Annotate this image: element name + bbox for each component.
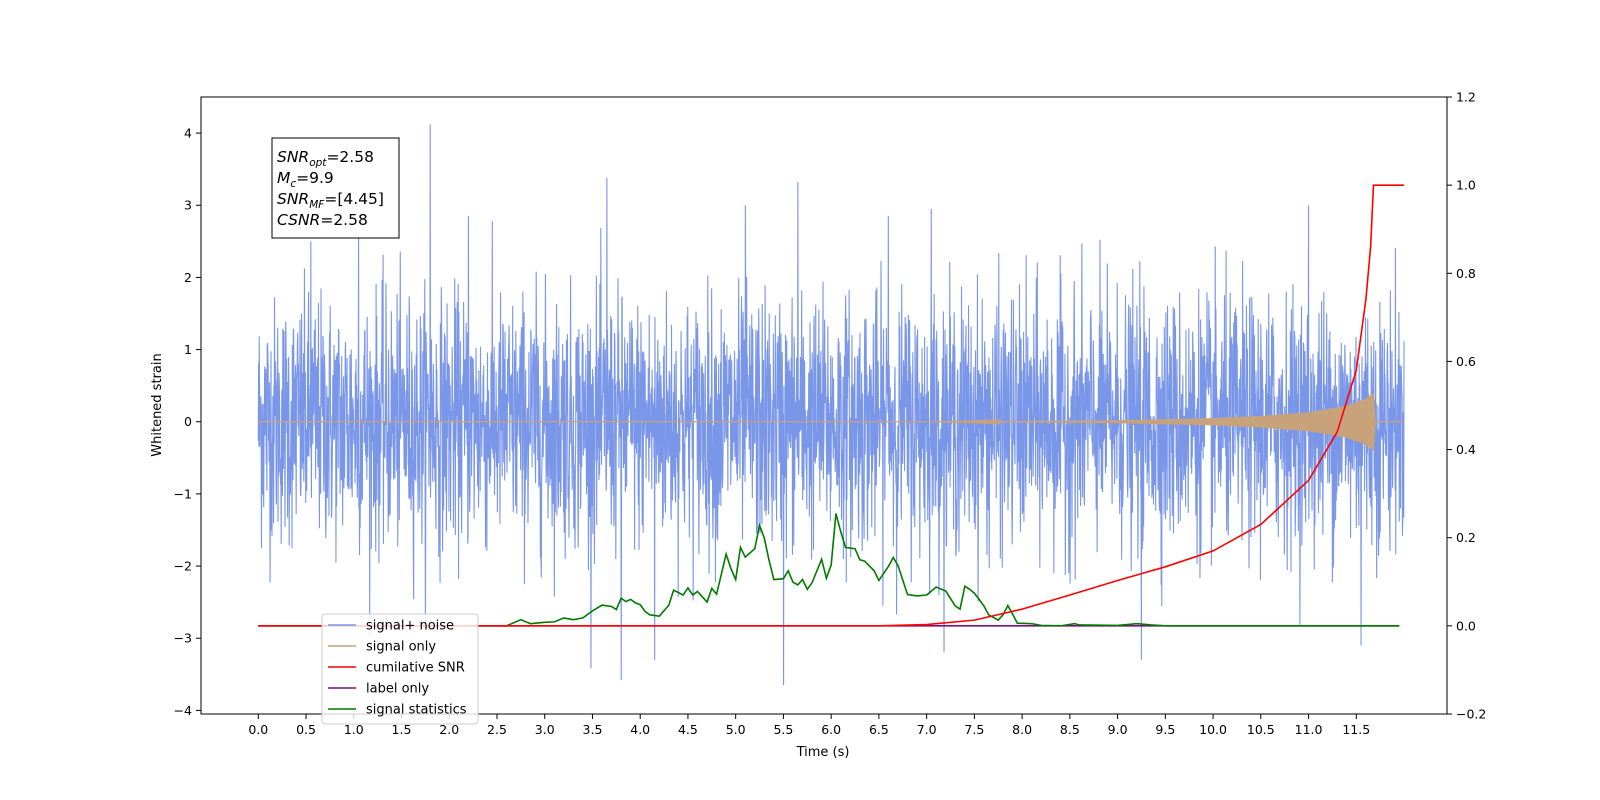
annotation-value: =[4.45] [324,190,384,208]
x-axis: 0.0 0.5 1.0 1.5 2.0 2.5 3.0 3.5 4.0 4.5 5.0 5.5 6.0 6… [248,714,1370,737]
y-tick-label: 0 [184,414,192,429]
x-tick-label: 8.0 [1012,722,1032,737]
x-tick-label: 7.0 [917,722,937,737]
series-signal-only-line [258,393,1405,451]
annotation-line: SNRMF=[4.45] [277,190,384,211]
x-tick-label: 6.5 [869,722,889,737]
legend-frame [321,613,479,725]
y-axis-label: Whitened strain [150,353,165,456]
x-tick-label: 1.5 [392,722,412,737]
y-right-tick-label: 0.6 [1456,354,1476,369]
annotation-base: SNR [277,148,309,166]
annotation-subscript: c [290,178,296,190]
y-right-tick-label: 0.8 [1456,266,1476,281]
annotation-base: SNR [277,190,309,208]
x-tick-label: 9.0 [1108,722,1128,737]
y-right-tick-label: 0.2 [1456,530,1476,545]
y-right-tick-label: −0.2 [1456,707,1486,722]
x-tick-label: 2.5 [487,722,507,737]
y-tick-label: 1 [184,342,192,357]
y-tick-label: −4 [174,703,192,718]
legend-label: signal only [366,640,436,655]
y-right-tick-label: 0.0 [1456,618,1476,633]
annotation-value: =2.58 [320,211,368,229]
plot-frame [200,96,1448,715]
x-tick-label: 0.5 [296,722,316,737]
y-right-tick-label: 0.4 [1456,442,1476,457]
annotation-base: M [277,169,290,187]
x-tick-label: 10.5 [1247,722,1275,737]
y-tick-label: −1 [174,486,192,501]
x-tick-label: 11.5 [1342,722,1370,737]
legend-label: signal+ noise [366,619,454,634]
x-tick-label: 5.5 [773,722,793,737]
y-right-tick-label: 1.2 [1456,90,1476,105]
y-tick-label: −2 [174,559,192,574]
y-tick-label: 4 [184,126,192,141]
annotation-line: SNRopt=2.58 [277,148,374,169]
x-tick-label: 11.0 [1295,722,1323,737]
x-tick-label: 6.0 [821,722,841,737]
y-axis-right: −0.2 0.0 0.2 0.4 0.6 0.8 1.0 1.2 [1447,90,1486,722]
x-axis-label: Time (s) [796,745,850,760]
legend: signal+ noise signal only cumilative SNR la… [321,613,479,725]
y-tick-label: 2 [184,270,192,285]
legend-label: label only [366,682,429,697]
annotation-subscript: MF [309,199,325,211]
y-right-tick-label: 1.0 [1456,178,1476,193]
x-tick-label: 8.5 [1060,722,1080,737]
x-tick-label: 5.0 [726,722,746,737]
annotation-line: Mc=9.9 [277,169,334,190]
annotation-line: CSNR=2.58 [277,211,368,229]
x-tick-label: 0.0 [248,722,268,737]
annotation-value: =2.58 [326,148,374,166]
x-tick-label: 1.0 [344,722,364,737]
annotation-frame [271,137,400,239]
x-tick-label: 2.0 [439,722,459,737]
x-tick-label: 3.0 [535,722,555,737]
legend-label: signal statistics [366,703,467,718]
x-tick-label: 3.5 [583,722,603,737]
y-tick-label: 3 [184,198,192,213]
x-tick-label: 7.5 [964,722,984,737]
y-tick-label: −3 [174,631,192,646]
legend-label: cumilative SNR [366,661,465,676]
series-signal-noise-line [257,124,1405,686]
annotation-base: CSNR [277,211,320,229]
x-tick-label: 4.0 [630,722,650,737]
x-tick-label: 4.5 [678,722,698,737]
annotation-subscript: opt [309,157,327,169]
y-axis-left: −4 −3 −2 −1 0 1 2 3 4 [174,126,201,718]
series-cumulative-snr-line [258,184,1405,627]
x-tick-label: 10.0 [1199,722,1227,737]
x-tick-label: 9.5 [1155,722,1175,737]
annotation-value: =9.9 [296,169,334,187]
